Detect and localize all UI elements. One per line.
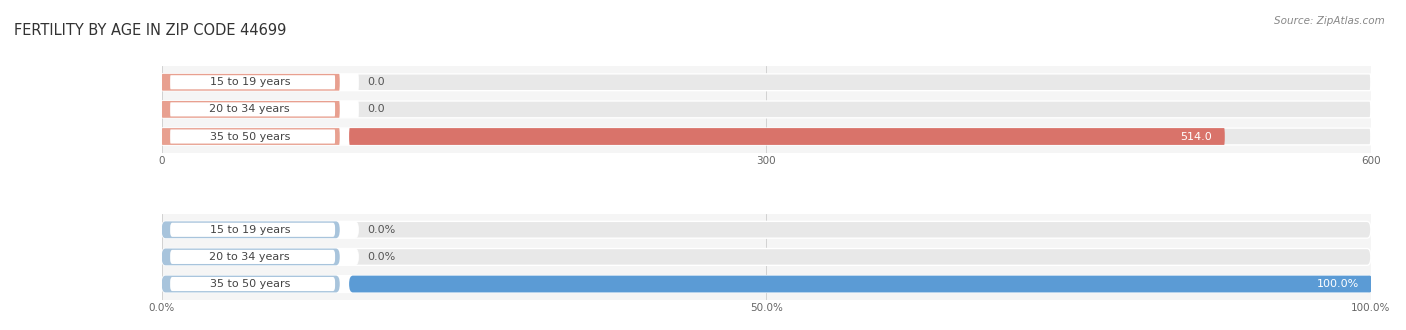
FancyBboxPatch shape: [162, 74, 359, 91]
FancyBboxPatch shape: [170, 250, 335, 264]
FancyBboxPatch shape: [170, 223, 335, 237]
FancyBboxPatch shape: [162, 74, 1371, 91]
FancyBboxPatch shape: [170, 277, 335, 291]
Text: 0.0: 0.0: [367, 104, 385, 115]
Text: 0.0%: 0.0%: [367, 225, 395, 235]
Text: 0.0%: 0.0%: [367, 252, 395, 262]
Text: 15 to 19 years: 15 to 19 years: [209, 225, 290, 235]
Text: 20 to 34 years: 20 to 34 years: [209, 104, 290, 115]
FancyBboxPatch shape: [162, 74, 340, 91]
FancyBboxPatch shape: [162, 276, 1371, 292]
FancyBboxPatch shape: [162, 101, 1371, 118]
FancyBboxPatch shape: [162, 248, 359, 265]
FancyBboxPatch shape: [162, 248, 340, 265]
Text: 20 to 34 years: 20 to 34 years: [209, 252, 290, 262]
Text: Source: ZipAtlas.com: Source: ZipAtlas.com: [1274, 16, 1385, 26]
FancyBboxPatch shape: [170, 129, 335, 144]
FancyBboxPatch shape: [162, 101, 359, 118]
FancyBboxPatch shape: [162, 276, 340, 292]
FancyBboxPatch shape: [162, 101, 340, 118]
Text: 100.0%: 100.0%: [1316, 279, 1358, 289]
FancyBboxPatch shape: [170, 75, 335, 89]
Text: FERTILITY BY AGE IN ZIP CODE 44699: FERTILITY BY AGE IN ZIP CODE 44699: [14, 23, 287, 38]
FancyBboxPatch shape: [162, 248, 1371, 265]
Text: 35 to 50 years: 35 to 50 years: [209, 279, 290, 289]
Text: 514.0: 514.0: [1181, 132, 1212, 142]
Text: 0.0: 0.0: [367, 77, 385, 87]
FancyBboxPatch shape: [349, 128, 1225, 145]
FancyBboxPatch shape: [162, 128, 340, 145]
FancyBboxPatch shape: [162, 221, 340, 238]
Text: 35 to 50 years: 35 to 50 years: [209, 132, 290, 142]
Text: 15 to 19 years: 15 to 19 years: [209, 77, 290, 87]
FancyBboxPatch shape: [162, 221, 1371, 238]
FancyBboxPatch shape: [162, 128, 1371, 145]
FancyBboxPatch shape: [162, 128, 359, 145]
FancyBboxPatch shape: [162, 221, 359, 238]
FancyBboxPatch shape: [349, 276, 1374, 292]
FancyBboxPatch shape: [170, 102, 335, 116]
FancyBboxPatch shape: [162, 276, 359, 292]
